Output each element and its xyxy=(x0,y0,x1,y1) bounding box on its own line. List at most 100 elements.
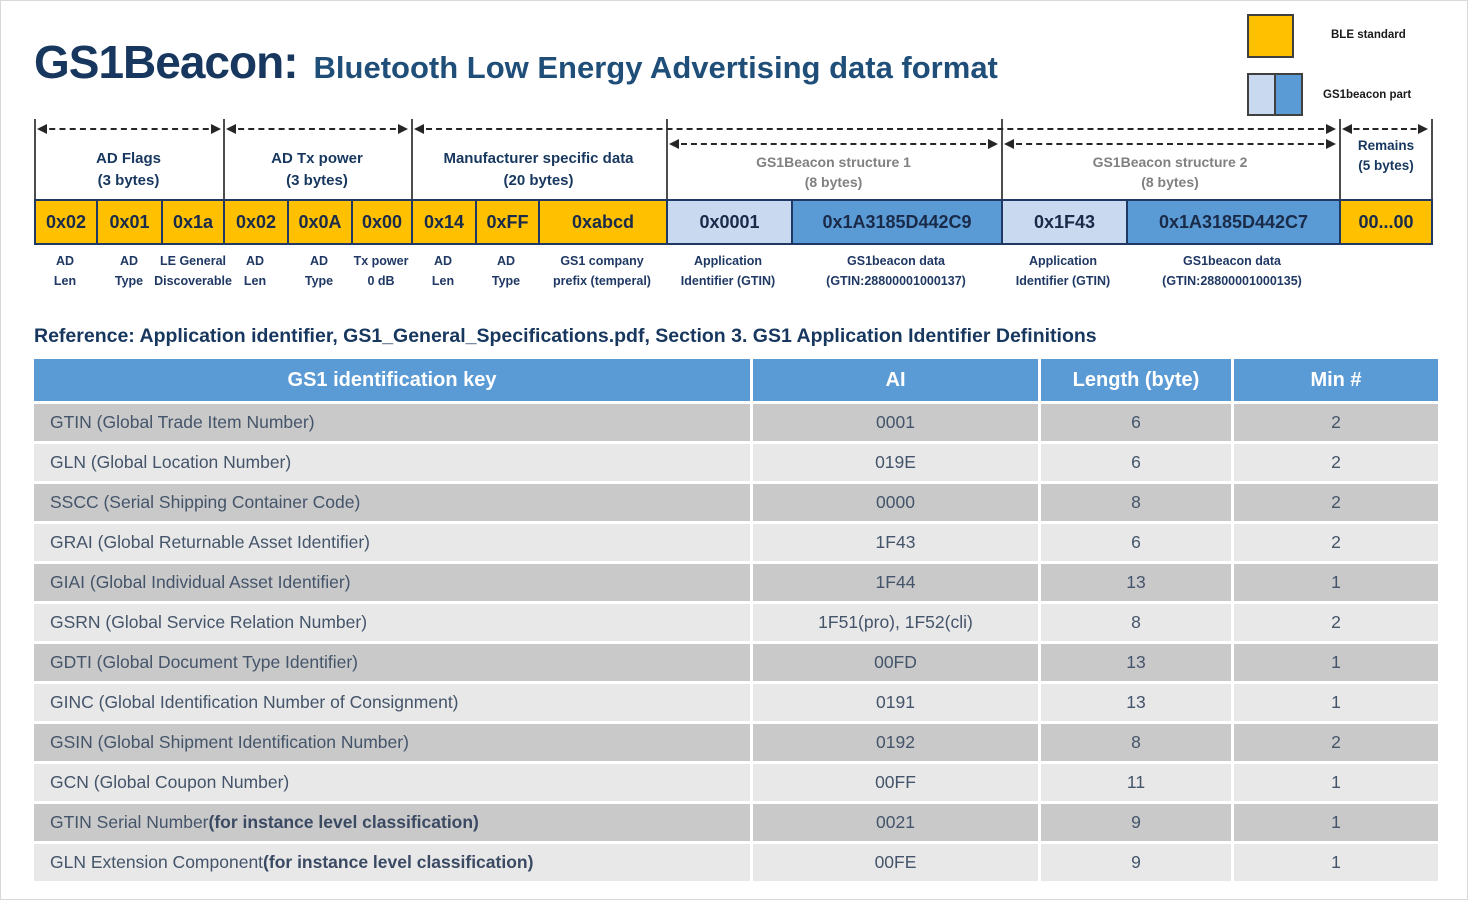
title-main: GS1Beacon: xyxy=(34,36,299,88)
cell-length: 6 xyxy=(1041,524,1234,561)
cell-key: GLN Extension Component (for instance le… xyxy=(34,844,753,881)
cell-length: 13 xyxy=(1041,644,1234,681)
span-arrow-structure-2 xyxy=(1004,139,1336,149)
byte-label: Application Identifier (GTIN) xyxy=(1015,254,1111,288)
byte-label: Application Identifier (GTIN) xyxy=(680,254,776,288)
legend-gs1beacon-label: GS1beacon part xyxy=(1323,89,1412,101)
byte-label: AD Type xyxy=(491,254,521,288)
table-row: GTIN (Global Trade Item Number) 0001 6 2 xyxy=(34,404,1438,441)
byte-cell: 0xabcd xyxy=(538,199,668,245)
cell-length: 6 xyxy=(1041,444,1234,481)
cell-ai: 0001 xyxy=(753,404,1041,441)
section-title-ad-flags: AD Flags (3 bytes) xyxy=(95,150,161,189)
byte-label: GS1beacon data (GTIN:28800001000137) xyxy=(826,254,966,288)
cell-key: GLN (Global Location Number) xyxy=(34,444,753,481)
cell-key: GDTI (Global Document Type Identifier) xyxy=(34,644,753,681)
cell-key: GRAI (Global Returnable Asset Identifier… xyxy=(34,524,753,561)
byte-cell: 0xFF xyxy=(475,199,540,245)
cell-min: 2 xyxy=(1331,612,1341,632)
cell-length: 6 xyxy=(1041,404,1234,441)
cell-length: 9 xyxy=(1041,804,1234,841)
cell-min: 2 xyxy=(1331,532,1341,552)
section-divider xyxy=(223,119,225,199)
span-arrow-structure-1 xyxy=(669,139,998,149)
byte-cell: 0x02 xyxy=(34,199,98,245)
table-row: GSIN (Global Shipment Identification Num… xyxy=(34,724,1438,761)
table-header-row: GS1 identification key AI Length (byte) … xyxy=(34,359,1438,401)
section-title-structure-2: GS1Beacon structure 2 (8 bytes) xyxy=(1092,154,1248,191)
column-header-ai: AI xyxy=(753,359,1041,401)
cell-min: 2 xyxy=(1331,732,1341,752)
cell-ai: 0192 xyxy=(753,724,1041,761)
table-row: GTIN Serial Number (for instance level c… xyxy=(34,804,1438,841)
table-row: GLN Extension Component (for instance le… xyxy=(34,844,1438,881)
byte-label: LE General Discoverable xyxy=(154,254,232,288)
byte-cell: 0x0A xyxy=(287,199,353,245)
byte-cell: 00...00 xyxy=(1339,199,1433,245)
page-title: GS1Beacon: Bluetooth Low Energy Advertis… xyxy=(34,35,998,89)
byte-label: AD Len xyxy=(431,254,455,288)
byte-cell: 0x02 xyxy=(223,199,289,245)
column-header-key: GS1 identification key xyxy=(34,359,753,401)
table-row: GCN (Global Coupon Number) 00FF 11 1 xyxy=(34,764,1438,801)
byte-label: GS1 company prefix (temperal) xyxy=(553,254,651,288)
byte-cell: 0x1A3185D442C7 xyxy=(1126,199,1341,245)
byte-label: GS1beacon data (GTIN:28800001000135) xyxy=(1162,254,1302,288)
legend-ble-swatch xyxy=(1247,14,1294,58)
byte-label: AD Type xyxy=(304,254,334,288)
cell-length: 8 xyxy=(1041,604,1234,641)
cell-length: 13 xyxy=(1041,684,1234,721)
section-title-structure-1: GS1Beacon structure 1 (8 bytes) xyxy=(756,154,911,191)
byte-label: AD Type xyxy=(114,254,144,288)
span-arrow-manufacturer-data xyxy=(414,124,1336,134)
byte-cell: 0x0001 xyxy=(666,199,793,245)
cell-min: 1 xyxy=(1331,572,1341,592)
byte-label: AD Len xyxy=(243,254,267,288)
cell-ai: 1F43 xyxy=(753,524,1041,561)
byte-cell: 0x1A3185D442C9 xyxy=(791,199,1003,245)
cell-key: GSIN (Global Shipment Identification Num… xyxy=(34,724,753,761)
byte-label: Tx power 0 dB xyxy=(353,254,409,288)
cell-key: SSCC (Serial Shipping Container Code) xyxy=(34,484,753,521)
cell-ai: 0000 xyxy=(753,484,1041,521)
section-title-ad-tx-power: AD Tx power (3 bytes) xyxy=(271,150,363,189)
cell-min: 2 xyxy=(1331,492,1341,512)
ai-definitions-table: GS1 identification key AI Length (byte) … xyxy=(34,359,1438,881)
span-arrow-ad-tx-power xyxy=(226,124,408,134)
table-row: GDTI (Global Document Type Identifier) 0… xyxy=(34,644,1438,681)
cell-key: GINC (Global Identification Number of Co… xyxy=(34,684,753,721)
cell-length: 13 xyxy=(1041,564,1234,601)
section-divider xyxy=(1431,119,1433,199)
cell-ai: 1F51(pro), 1F52(cli) xyxy=(753,604,1041,641)
cell-min: 1 xyxy=(1331,652,1341,672)
byte-label: AD Len xyxy=(53,254,77,288)
cell-min: 1 xyxy=(1331,852,1341,872)
section-divider xyxy=(411,119,413,199)
cell-length: 8 xyxy=(1041,724,1234,761)
cell-ai: 0021 xyxy=(753,804,1041,841)
cell-key: GTIN Serial Number (for instance level c… xyxy=(34,804,753,841)
cell-min: 2 xyxy=(1331,412,1341,432)
column-header-min: Min # xyxy=(1234,359,1438,401)
cell-min: 1 xyxy=(1331,812,1341,832)
byte-cell: 0x14 xyxy=(411,199,477,245)
section-divider xyxy=(1001,119,1003,199)
cell-min: 2 xyxy=(1331,452,1341,472)
byte-cell: 0x01 xyxy=(96,199,163,245)
reference-text: Reference: Application identifier, GS1_G… xyxy=(34,325,1097,347)
cell-length: 11 xyxy=(1041,764,1234,801)
cell-ai: 00FE xyxy=(753,844,1041,881)
span-arrow-remains xyxy=(1342,124,1428,134)
cell-min: 1 xyxy=(1331,692,1341,712)
cell-key: GSRN (Global Service Relation Number) xyxy=(34,604,753,641)
cell-ai: 019E xyxy=(753,444,1041,481)
cell-ai: 1F44 xyxy=(753,564,1041,601)
cell-length: 8 xyxy=(1041,484,1234,521)
table-row: GINC (Global Identification Number of Co… xyxy=(34,684,1438,721)
section-title-remains: Remains (5 bytes) xyxy=(1357,138,1415,173)
section-title-manufacturer-data: Manufacturer specific data (20 bytes) xyxy=(443,150,634,189)
cell-ai: 00FD xyxy=(753,644,1041,681)
cell-min: 1 xyxy=(1331,772,1341,792)
cell-ai: 00FF xyxy=(753,764,1041,801)
